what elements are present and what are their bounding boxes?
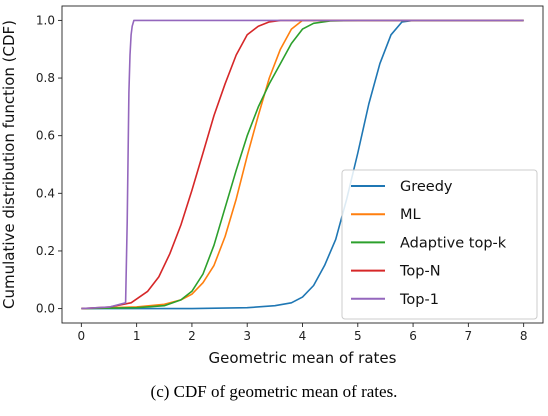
- y-tick-label: 1.0: [36, 13, 55, 27]
- x-tick-label: 6: [409, 329, 417, 343]
- legend-label: Greedy: [400, 179, 453, 195]
- series-lines: [81, 19, 524, 310]
- y-tick-label: 0.8: [36, 71, 55, 85]
- x-tick-label: 0: [78, 329, 86, 343]
- y-tick-label: 0.2: [36, 244, 55, 258]
- series-line-0: [81, 19, 524, 310]
- y-tick-label: 0.4: [36, 186, 55, 200]
- x-tick-label: 3: [243, 329, 251, 343]
- y-tick-label: 0.6: [36, 129, 55, 143]
- legend: Greedy ML Adaptive top-k Top-N Top-1: [341, 169, 538, 320]
- y-axis-ticks: 0.0 0.2 0.4 0.6 0.8 1.0: [36, 13, 62, 316]
- series-line-4: [81, 19, 524, 310]
- series-line-2: [81, 19, 524, 310]
- x-tick-label: 2: [188, 329, 196, 343]
- legend-label: Top-N: [399, 264, 441, 280]
- legend-label: Adaptive top-k: [400, 235, 507, 251]
- x-tick-label: 5: [354, 329, 362, 343]
- y-axis-label: Cumulative distribution function (CDF): [0, 20, 18, 309]
- x-axis-label: Geometric mean of rates: [209, 349, 397, 367]
- x-tick-label: 7: [465, 329, 473, 343]
- cdf-chart: 0 1 2 3 4 5 6 7 8 0.0 0.2 0.4 0.6 0.8 1.0 Geometric m…: [0, 5, 544, 367]
- x-axis-ticks: 0 1 2 3 4 5 6 7 8: [78, 323, 528, 343]
- legend-label: ML: [400, 207, 421, 223]
- figure-caption: (c) CDF of geometric mean of rates.: [150, 382, 398, 401]
- legend-label: Top-1: [399, 292, 439, 308]
- legend-box: [341, 169, 538, 320]
- x-tick-label: 8: [520, 329, 528, 343]
- x-tick-label: 1: [133, 329, 141, 343]
- y-tick-label: 0.0: [36, 302, 55, 316]
- x-tick-label: 4: [299, 329, 307, 343]
